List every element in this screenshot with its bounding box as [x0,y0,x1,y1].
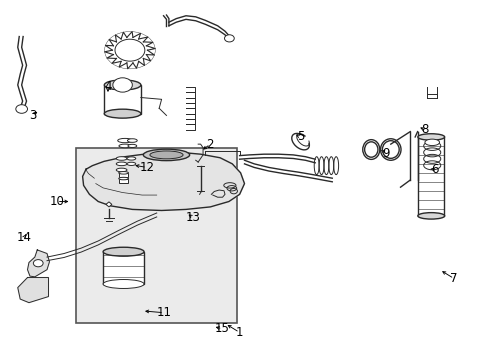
Bar [119,173,128,177]
Ellipse shape [104,80,141,90]
Text: 9: 9 [382,147,389,159]
Text: 11: 11 [156,306,171,319]
Ellipse shape [127,162,136,166]
Bar [417,137,444,216]
Ellipse shape [424,139,439,145]
Ellipse shape [417,134,444,140]
Text: 12: 12 [139,161,154,174]
Text: 7: 7 [449,272,457,285]
Ellipse shape [103,279,144,288]
Text: 5: 5 [296,130,304,144]
Text: 8: 8 [420,123,427,136]
Ellipse shape [103,247,144,256]
Ellipse shape [104,109,141,118]
Ellipse shape [128,144,137,148]
Ellipse shape [150,151,183,159]
Ellipse shape [118,138,132,143]
Ellipse shape [116,157,127,160]
Ellipse shape [101,161,134,170]
Ellipse shape [417,213,444,219]
Bar [104,85,141,114]
Text: 3: 3 [29,109,36,122]
Text: 14: 14 [17,231,32,244]
Text: 1: 1 [235,326,243,339]
Ellipse shape [119,172,128,174]
Ellipse shape [127,139,137,142]
Text: 15: 15 [215,322,229,335]
Ellipse shape [105,162,130,169]
Bar [103,252,144,284]
Text: 10: 10 [49,195,64,208]
Ellipse shape [127,157,136,160]
Circle shape [115,39,144,61]
Ellipse shape [119,144,131,148]
Ellipse shape [116,162,127,166]
Polygon shape [27,250,49,277]
Polygon shape [18,278,48,303]
Bar [119,179,128,183]
Circle shape [224,35,234,42]
Text: 4: 4 [104,80,111,93]
Text: 2: 2 [206,138,214,150]
Circle shape [33,260,43,267]
Circle shape [113,78,132,92]
Circle shape [16,105,27,113]
Bar [76,148,237,323]
Polygon shape [106,202,112,207]
Polygon shape [82,152,244,211]
Ellipse shape [116,168,127,172]
Text: 6: 6 [430,163,438,176]
Ellipse shape [143,149,189,161]
Ellipse shape [119,177,128,180]
Text: 13: 13 [185,211,201,224]
